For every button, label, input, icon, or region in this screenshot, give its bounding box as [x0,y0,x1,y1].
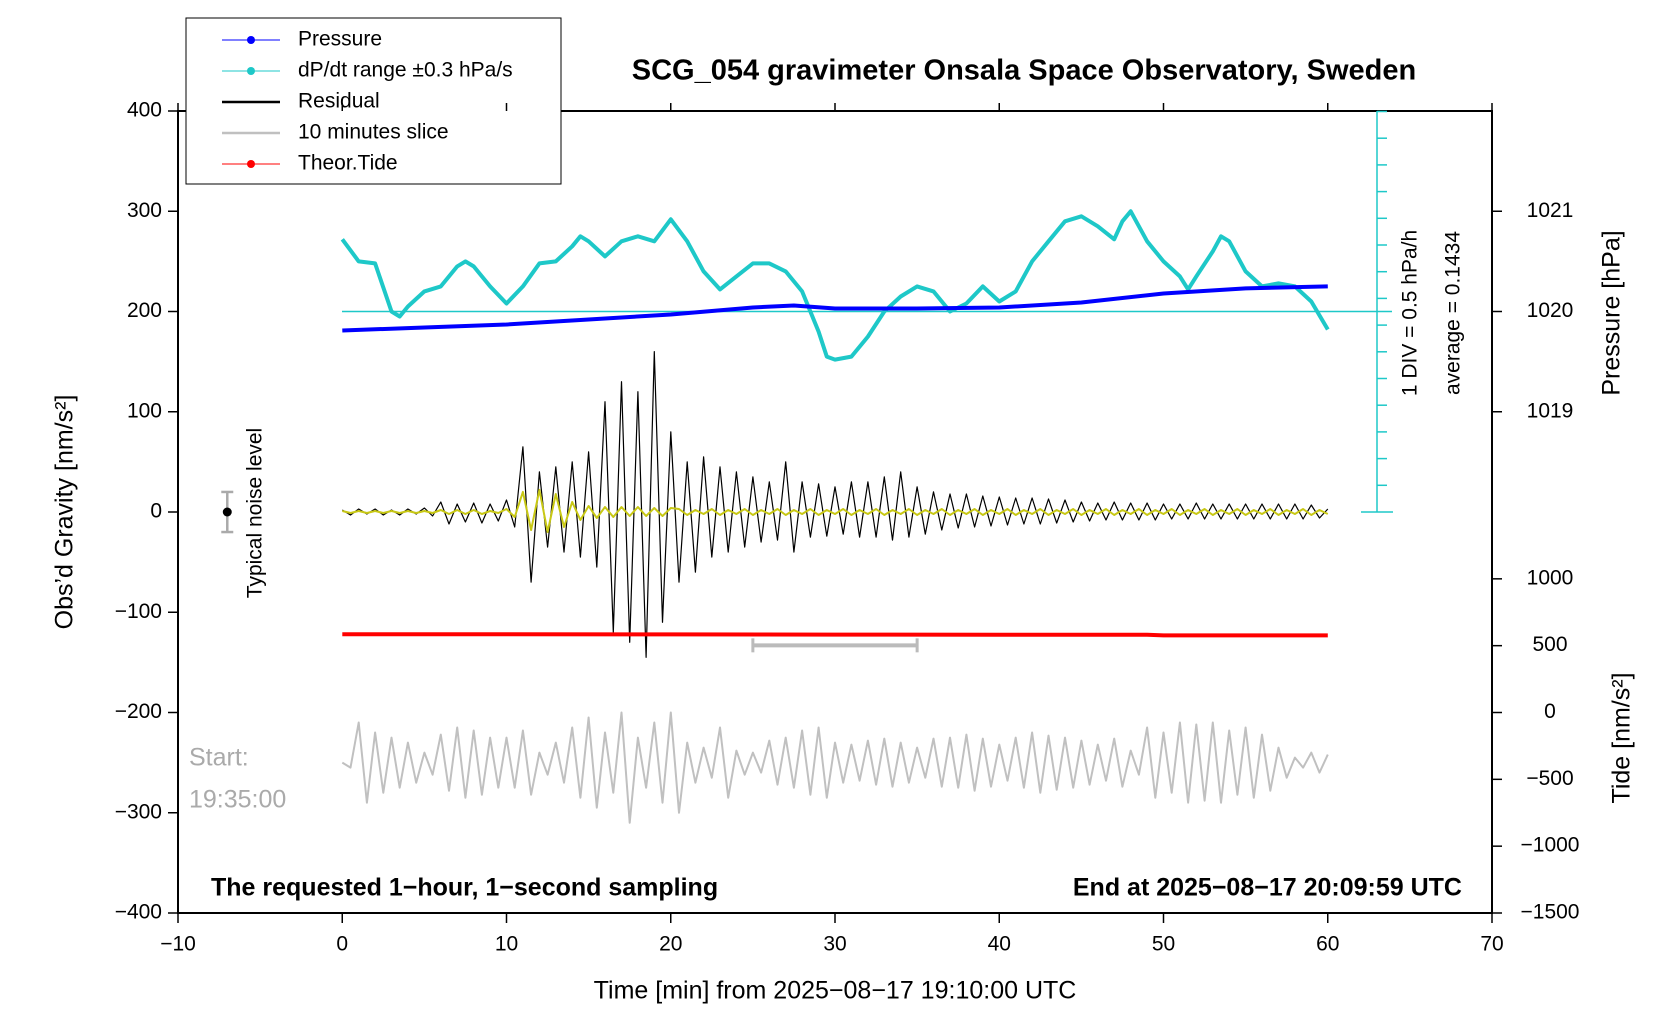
legend-label: dP/dt range ±0.3 hPa/s [298,59,513,82]
legend-label: Residual [298,90,380,113]
legend-marker [247,67,255,75]
y3-tick-label: 0 [1544,700,1556,723]
annotation: average = 0.1434 [1442,231,1465,395]
annotation: 1 DIV = 0.5 hPa/h [1399,230,1422,396]
y3-tick-label: −1000 [1521,834,1580,857]
y3-tick-label: 1000 [1527,566,1574,589]
y3-tick-label: 500 [1532,633,1567,656]
noise-point [222,507,232,517]
x-tick-label: 30 [823,933,846,956]
y2-tick-label: 1021 [1527,199,1574,222]
chart-title: SCG_054 gravimeter Onsala Space Observat… [632,55,1416,87]
y-tick-label: −200 [115,700,162,723]
y-tick-label: −400 [115,901,162,924]
y3-axis-label: Tide [nm/s²] [1608,672,1636,803]
series-line [342,488,1329,533]
x-tick-label: −10 [160,933,196,956]
series-line [342,632,1328,638]
series-line [341,351,1329,658]
y3-tick-label: −1500 [1521,901,1580,924]
legend-label: Theor.Tide [298,152,398,175]
x-tick-label: 10 [495,933,518,956]
y-tick-label: 400 [127,99,162,122]
x-axis-label: Time [min] from 2025−08−17 19:10:00 UTC [594,977,1077,1005]
y-tick-label: 0 [150,500,162,523]
y-tick-label: −300 [115,800,162,823]
annotation: The requested 1−hour, 1−second sampling [211,874,718,902]
x-tick-label: 60 [1316,933,1339,956]
series-line [342,284,1328,333]
y2-axis-label: Pressure [hPa] [1598,230,1626,395]
y-tick-label: 200 [127,299,162,322]
annotation: End at 2025−08−17 20:09:59 UTC [1073,874,1462,902]
legend-label: 10 minutes slice [298,121,449,144]
y-tick-label: 300 [127,199,162,222]
legend-marker [247,36,255,44]
x-tick-label: 70 [1480,933,1503,956]
x-tick-label: 40 [988,933,1011,956]
annotation: 19:35:00 [189,786,286,814]
legend-label: Pressure [298,28,382,51]
annotation: Start: [189,744,249,772]
legend-marker [247,160,255,168]
annotation: Typical noise level [244,428,267,598]
series-line [340,209,1330,362]
x-tick-label: 50 [1152,933,1175,956]
y2-tick-label: 1019 [1527,399,1574,422]
y-tick-label: 100 [127,399,162,422]
x-tick-label: 20 [659,933,682,956]
y-tick-label: −100 [115,600,162,623]
y3-tick-label: −500 [1526,767,1573,790]
dpdt-scale [1361,110,1393,513]
y2-tick-label: 1020 [1527,299,1574,322]
series-line [341,711,1329,824]
y-axis-label: Obs’d Gravity [nm/s²] [51,395,79,630]
x-tick-label: 0 [336,933,348,956]
